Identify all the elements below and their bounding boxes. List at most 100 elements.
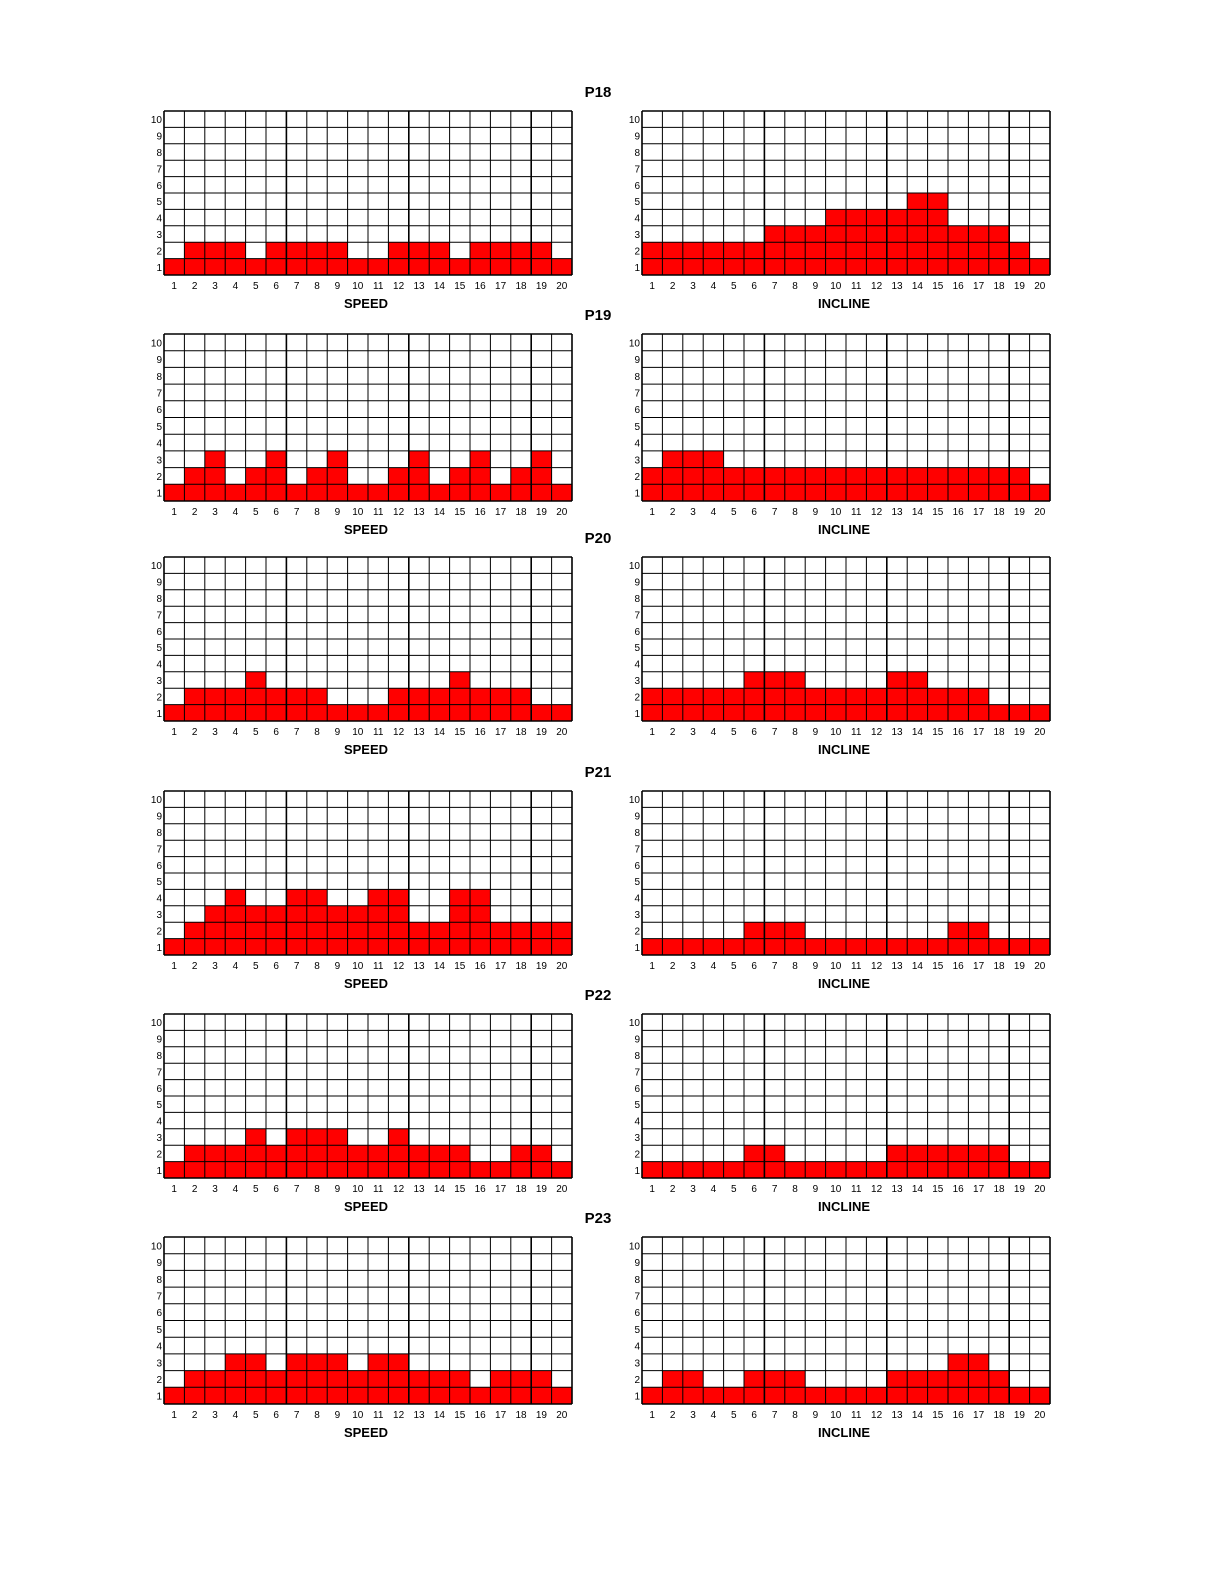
x-tick-label: 2 — [192, 1410, 198, 1421]
y-tick-label: 9 — [156, 355, 162, 366]
x-tick-label: 19 — [1014, 727, 1026, 738]
y-tick-label: 7 — [156, 388, 162, 399]
x-tick-label: 18 — [515, 727, 527, 738]
bar — [286, 1353, 307, 1404]
x-axis-title: INCLINE — [818, 296, 870, 311]
x-tick-label: 7 — [772, 961, 778, 972]
y-tick-label: 7 — [634, 1291, 640, 1302]
bar — [642, 1387, 663, 1404]
x-tick-label: 3 — [212, 281, 218, 292]
bar — [1029, 484, 1050, 501]
y-tick-label: 10 — [629, 795, 641, 806]
bar — [266, 450, 287, 501]
x-tick-label: 13 — [891, 961, 903, 972]
bar — [245, 1128, 266, 1178]
y-tick-label: 2 — [634, 1149, 640, 1160]
bar — [703, 938, 724, 955]
y-tick-label: 5 — [634, 877, 640, 888]
x-tick-label: 12 — [393, 727, 405, 738]
bar — [388, 1128, 409, 1178]
bar — [286, 1128, 307, 1178]
bar — [948, 1353, 969, 1404]
x-tick-label: 7 — [294, 727, 300, 738]
x-tick-label: 16 — [475, 1410, 487, 1421]
x-tick-label: 5 — [253, 961, 259, 972]
bar — [347, 704, 368, 721]
x-tick-label: 5 — [731, 727, 737, 738]
y-tick-label: 2 — [156, 246, 162, 257]
x-tick-label: 13 — [891, 1410, 903, 1421]
bar — [531, 704, 552, 721]
x-tick-label: 15 — [454, 961, 466, 972]
x-axis-title: SPEED — [344, 522, 388, 537]
x-tick-label: 8 — [314, 1184, 320, 1195]
x-tick-label: 5 — [253, 727, 259, 738]
x-tick-label: 16 — [953, 1184, 965, 1195]
x-tick-label: 3 — [690, 281, 696, 292]
x-tick-label: 11 — [373, 727, 384, 738]
y-tick-label: 1 — [156, 709, 162, 720]
x-tick-label: 18 — [993, 1410, 1005, 1421]
x-tick-label: 19 — [1014, 1184, 1026, 1195]
program-title: P21 — [585, 764, 612, 781]
x-tick-label: 15 — [454, 1184, 466, 1195]
y-tick-label: 9 — [156, 578, 162, 589]
x-tick-label: 7 — [772, 1184, 778, 1195]
y-tick-label: 3 — [634, 910, 640, 921]
y-tick-label: 8 — [634, 828, 640, 839]
y-tick-label: 5 — [156, 422, 162, 433]
x-tick-label: 6 — [273, 961, 279, 972]
y-tick-label: 1 — [634, 263, 640, 274]
y-tick-label: 10 — [151, 1018, 163, 1029]
x-tick-label: 11 — [851, 1184, 862, 1195]
x-tick-label: 7 — [772, 1410, 778, 1421]
x-tick-label: 11 — [851, 1410, 862, 1421]
x-tick-label: 3 — [690, 727, 696, 738]
y-tick-label: 10 — [151, 115, 163, 126]
x-axis-title: SPEED — [344, 296, 388, 311]
bar — [368, 484, 389, 501]
bar — [347, 258, 368, 275]
x-tick-label: 20 — [1034, 1410, 1046, 1421]
x-tick-label: 13 — [891, 727, 903, 738]
x-tick-label: 4 — [711, 961, 717, 972]
x-tick-label: 20 — [1034, 281, 1046, 292]
x-tick-label: 6 — [751, 727, 757, 738]
y-tick-label: 1 — [156, 489, 162, 500]
x-tick-label: 6 — [751, 1184, 757, 1195]
bar — [662, 1161, 683, 1178]
x-tick-label: 3 — [212, 727, 218, 738]
x-tick-label: 16 — [953, 1410, 965, 1421]
x-tick-label: 17 — [973, 727, 985, 738]
bar — [988, 225, 1010, 275]
y-tick-label: 8 — [156, 828, 162, 839]
x-tick-label: 2 — [192, 281, 198, 292]
y-tick-label: 8 — [156, 594, 162, 605]
y-tick-label: 6 — [156, 1308, 162, 1319]
y-tick-label: 6 — [634, 627, 640, 638]
bar — [886, 671, 908, 721]
y-tick-label: 8 — [156, 148, 162, 159]
x-tick-label: 11 — [851, 281, 862, 292]
x-tick-label: 13 — [413, 1184, 425, 1195]
y-tick-label: 8 — [156, 1275, 162, 1286]
program-title: P19 — [585, 307, 612, 324]
y-tick-label: 3 — [156, 455, 162, 466]
x-tick-label: 9 — [335, 281, 341, 292]
x-tick-label: 20 — [556, 1184, 568, 1195]
y-tick-label: 8 — [634, 1051, 640, 1062]
x-tick-label: 14 — [912, 1184, 924, 1195]
bar — [682, 1161, 704, 1178]
bar — [703, 1161, 724, 1178]
y-tick-label: 4 — [634, 660, 640, 671]
y-tick-label: 10 — [151, 561, 163, 572]
x-tick-label: 15 — [932, 1410, 944, 1421]
bar — [846, 938, 867, 955]
x-tick-label: 17 — [973, 1184, 985, 1195]
x-tick-label: 17 — [973, 281, 985, 292]
y-tick-label: 1 — [156, 943, 162, 954]
y-tick-label: 8 — [156, 1051, 162, 1062]
x-tick-label: 13 — [413, 507, 425, 518]
